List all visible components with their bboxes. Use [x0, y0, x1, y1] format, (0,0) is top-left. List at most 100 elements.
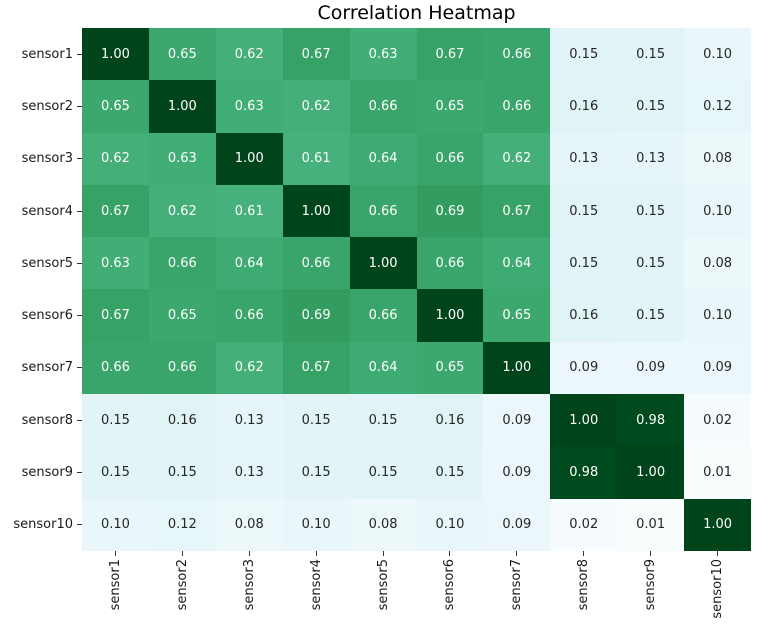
- cell-value: 0.64: [502, 255, 532, 271]
- y-tick-label: sensor7: [21, 360, 73, 376]
- heatmap-cell: 0.64: [483, 237, 551, 290]
- x-axis: sensor1 sensor2 sensor3 sensor4 sensor5 senso…: [82, 551, 751, 629]
- heatmap-cell: 0.02: [550, 498, 618, 551]
- heatmap-cell: 1.00: [349, 237, 417, 290]
- heatmap-cell: 0.66: [148, 341, 216, 395]
- heatmap-cell: 0.66: [483, 80, 551, 133]
- y-tick-label: sensor9: [21, 465, 73, 481]
- cell-value: 0.67: [301, 46, 331, 62]
- cell-value: 0.12: [167, 517, 197, 533]
- cell-value: 0.08: [703, 255, 733, 271]
- heatmap-cell: 0.10: [416, 498, 484, 551]
- heatmap-cell: 0.65: [416, 80, 484, 133]
- cell-value: 0.15: [636, 255, 666, 271]
- cell-value: 0.15: [368, 465, 398, 481]
- heatmap-cell: 0.13: [215, 394, 283, 447]
- heatmap-cell: 0.12: [148, 498, 216, 551]
- cell-value: 1.00: [703, 517, 733, 533]
- x-tick-mark: [248, 551, 250, 556]
- x-tick-label: sensor2: [174, 559, 190, 611]
- heatmap-cell: 0.15: [617, 237, 685, 290]
- heatmap-cell: 0.66: [82, 341, 149, 395]
- heatmap-cell: 0.62: [215, 28, 283, 81]
- heatmap-cell: 0.15: [416, 446, 484, 499]
- x-axis-col: sensor2: [149, 551, 216, 629]
- x-tick-mark: [650, 551, 652, 556]
- cell-value: 0.63: [100, 255, 130, 271]
- y-tick-label: sensor10: [13, 517, 73, 533]
- cell-value: 0.10: [435, 517, 465, 533]
- heatmap-cell: 0.98: [550, 446, 618, 499]
- cell-value: 0.15: [301, 465, 331, 481]
- cell-value: 0.62: [502, 151, 532, 167]
- x-tick-label: sensor5: [375, 559, 391, 611]
- heatmap-cell: 0.15: [148, 446, 216, 499]
- heatmap-cell: 0.13: [215, 446, 283, 499]
- cell-value: 0.08: [368, 517, 398, 533]
- y-tick-label: sensor6: [21, 308, 73, 324]
- cell-value: 0.08: [234, 517, 264, 533]
- x-tick-mark: [315, 551, 317, 556]
- y-tick-mark: [77, 524, 82, 526]
- heatmap-cell: 0.65: [148, 28, 216, 81]
- heatmap-cell: 0.63: [349, 28, 417, 81]
- x-axis-col: sensor4: [283, 551, 350, 629]
- y-tick-mark: [77, 210, 82, 212]
- heatmap-cell: 1.00: [215, 132, 283, 185]
- y-tick-mark: [77, 419, 82, 421]
- cell-value: 0.13: [234, 412, 264, 428]
- cell-value: 0.16: [167, 412, 197, 428]
- heatmap-grid: 1.00 0.65 0.62 0.67 0.63 0.67 0.66 0.15 0.15 0.10…: [82, 28, 751, 551]
- cell-value: 1.00: [100, 46, 130, 62]
- x-tick-label: sensor8: [576, 559, 592, 611]
- cell-value: 0.62: [100, 151, 130, 167]
- heatmap-cell: 0.15: [82, 394, 149, 447]
- heatmap-cell: 0.09: [483, 394, 551, 447]
- cell-value: 0.61: [234, 203, 264, 219]
- cell-value: 0.01: [703, 465, 733, 481]
- cell-value: 0.66: [435, 151, 465, 167]
- y-axis-row: sensor3: [0, 133, 82, 185]
- cell-value: 1.00: [569, 412, 599, 428]
- heatmap-cell: 0.09: [684, 341, 751, 395]
- heatmap-cell: 1.00: [684, 498, 751, 551]
- cell-value: 0.66: [368, 98, 398, 114]
- heatmap-cell: 0.13: [550, 132, 618, 185]
- x-axis-col: sensor3: [216, 551, 283, 629]
- y-tick-label: sensor2: [21, 98, 73, 114]
- heatmap-cell: 0.08: [684, 132, 751, 185]
- heatmap-cell: 0.16: [148, 394, 216, 447]
- cell-value: 0.10: [703, 203, 733, 219]
- heatmap-cell: 0.10: [684, 289, 751, 342]
- heatmap-cell: 1.00: [82, 28, 149, 81]
- x-tick-mark: [449, 551, 451, 556]
- y-tick-mark: [77, 262, 82, 264]
- heatmap-cell: 0.15: [282, 394, 350, 447]
- heatmap-cell: 0.10: [82, 498, 149, 551]
- cell-value: 0.62: [234, 360, 264, 376]
- x-tick-mark: [382, 551, 384, 556]
- heatmap-cell: 0.67: [282, 341, 350, 395]
- cell-value: 0.66: [435, 255, 465, 271]
- cell-value: 1.00: [435, 308, 465, 324]
- x-axis-col: sensor6: [417, 551, 484, 629]
- heatmap-cell: 0.98: [617, 394, 685, 447]
- cell-value: 0.16: [569, 308, 599, 324]
- cell-value: 0.67: [100, 203, 130, 219]
- heatmap-cell: 0.16: [550, 289, 618, 342]
- heatmap-cell: 0.09: [550, 341, 618, 395]
- cell-value: 0.09: [502, 517, 532, 533]
- heatmap-cell: 0.69: [282, 289, 350, 342]
- heatmap-cell: 0.08: [215, 498, 283, 551]
- heatmap-cell: 0.15: [550, 184, 618, 238]
- heatmap-cell: 0.15: [617, 80, 685, 133]
- heatmap-cell: 0.67: [282, 28, 350, 81]
- y-tick-mark: [77, 472, 82, 474]
- cell-value: 0.10: [703, 46, 733, 62]
- heatmap-cell: 0.62: [215, 341, 283, 395]
- heatmap-cell: 0.66: [349, 80, 417, 133]
- cell-value: 0.02: [569, 517, 599, 533]
- y-axis-row: sensor9: [0, 446, 82, 498]
- cell-value: 0.61: [301, 151, 331, 167]
- x-axis-col: sensor8: [550, 551, 617, 629]
